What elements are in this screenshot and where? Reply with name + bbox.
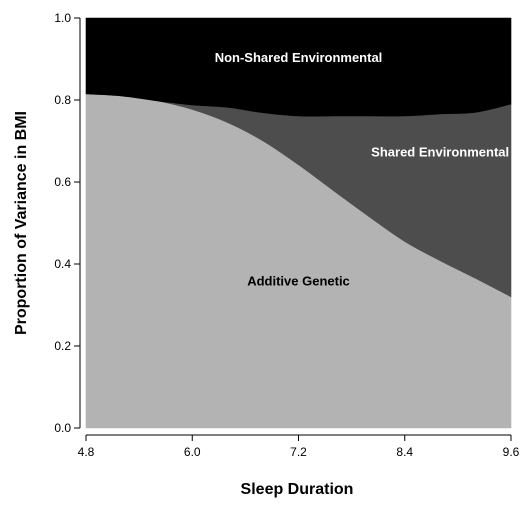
- axes-layer: 0.0 0.2 0.4 0.6 0.8 1.0 4.8 6.0 7.2 8.4 9.6: [54, 11, 519, 459]
- y-tick-label: 0.4: [54, 257, 71, 271]
- y-tick-label: 1.0: [54, 11, 71, 25]
- y-tick-label: 0.0: [54, 421, 71, 435]
- region-label-shared-environmental: Shared Environmental: [371, 144, 509, 159]
- region-labels: Non-Shared Environmental Shared Environme…: [215, 50, 509, 288]
- x-tick-label: 6.0: [184, 445, 201, 459]
- region-label-non-shared-environmental: Non-Shared Environmental: [215, 50, 383, 65]
- y-axis-title: Proportion of Variance in BMI: [13, 111, 30, 335]
- x-tick-label: 4.8: [78, 445, 95, 459]
- region-label-additive-genetic: Additive Genetic: [247, 273, 350, 288]
- x-tick-label: 9.6: [503, 445, 520, 459]
- x-tick-label: 7.2: [290, 445, 307, 459]
- x-tick-label: 8.4: [396, 445, 413, 459]
- y-tick-label: 0.2: [54, 339, 71, 353]
- y-tick-label: 0.6: [54, 175, 71, 189]
- x-axis-title: Sleep Duration: [241, 481, 354, 498]
- y-tick-label: 0.8: [54, 93, 71, 107]
- area-layer: [85, 17, 512, 429]
- area-non-shared-environmental: [85, 17, 512, 117]
